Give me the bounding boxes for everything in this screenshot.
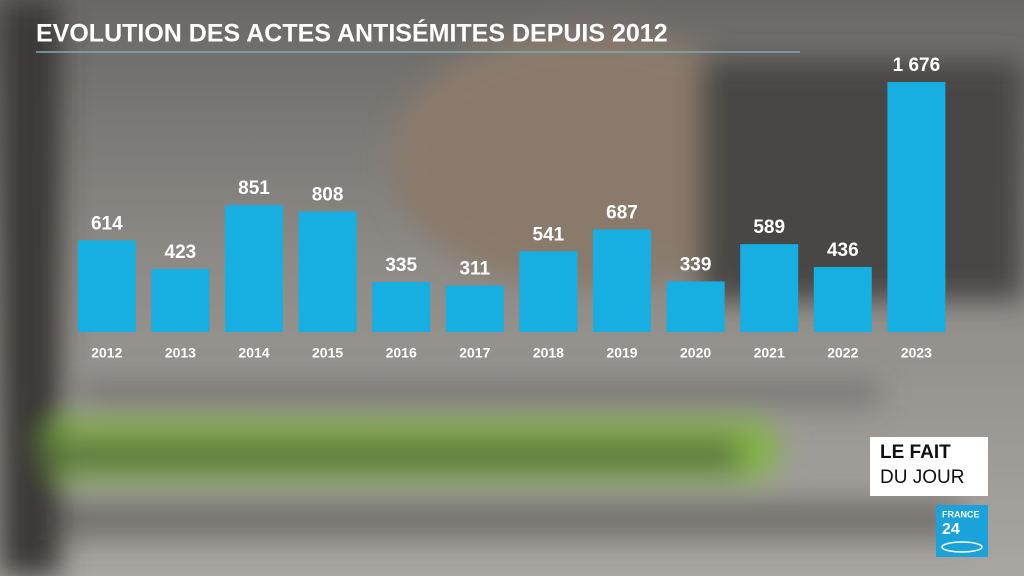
x-tick-label: 2021 (754, 345, 785, 361)
show-logo-line2: DU JOUR (880, 467, 964, 488)
value-label: 851 (238, 178, 270, 199)
bar (519, 251, 578, 332)
value-label: 687 (606, 203, 638, 224)
x-tick-label: 2013 (165, 345, 196, 361)
x-tick-label: 2020 (680, 345, 711, 361)
value-label: 1 676 (893, 55, 941, 76)
value-label: 423 (165, 242, 197, 263)
bar (151, 268, 210, 332)
x-tick-label: 2016 (386, 345, 417, 361)
bar (225, 205, 283, 332)
bar (372, 282, 431, 332)
channel-logo (936, 505, 988, 557)
show-logo (870, 437, 988, 496)
channel-logo-line1: FRANCE (942, 509, 980, 519)
bar (593, 229, 651, 332)
bar (445, 285, 504, 332)
channel-logo-wave (941, 541, 983, 553)
x-tick-label: 2017 (459, 345, 490, 361)
x-tick-label: 2022 (827, 345, 858, 361)
bar (77, 240, 136, 332)
bar (740, 244, 799, 332)
bar (887, 82, 946, 332)
value-label: 808 (312, 184, 344, 205)
x-tick-label: 2019 (606, 345, 637, 361)
bar (298, 211, 357, 332)
value-label: 541 (533, 224, 565, 245)
value-label: 589 (753, 217, 785, 238)
bar (666, 281, 725, 332)
x-tick-label: 2012 (91, 345, 122, 361)
x-tick-label: 2015 (312, 345, 343, 361)
value-label: 614 (91, 213, 123, 234)
value-label: 311 (459, 259, 490, 280)
plot: 2012 614 2013 423 2014 851 2015 808 2016 335 2017 3… (77, 55, 946, 361)
x-tick-label: 2014 (238, 345, 269, 361)
value-label: 436 (827, 240, 859, 261)
channel-logo-line2: 24 (942, 521, 960, 538)
chart-title: EVOLUTION DES ACTES ANTISÉMITES DEPUIS 2… (36, 19, 668, 48)
bar (813, 266, 872, 332)
show-logo-line1: LE FAIT (880, 442, 951, 463)
value-label: 335 (385, 255, 417, 276)
x-tick-label: 2018 (533, 345, 564, 361)
x-tick-label: 2023 (901, 345, 932, 361)
value-label: 339 (680, 254, 712, 275)
